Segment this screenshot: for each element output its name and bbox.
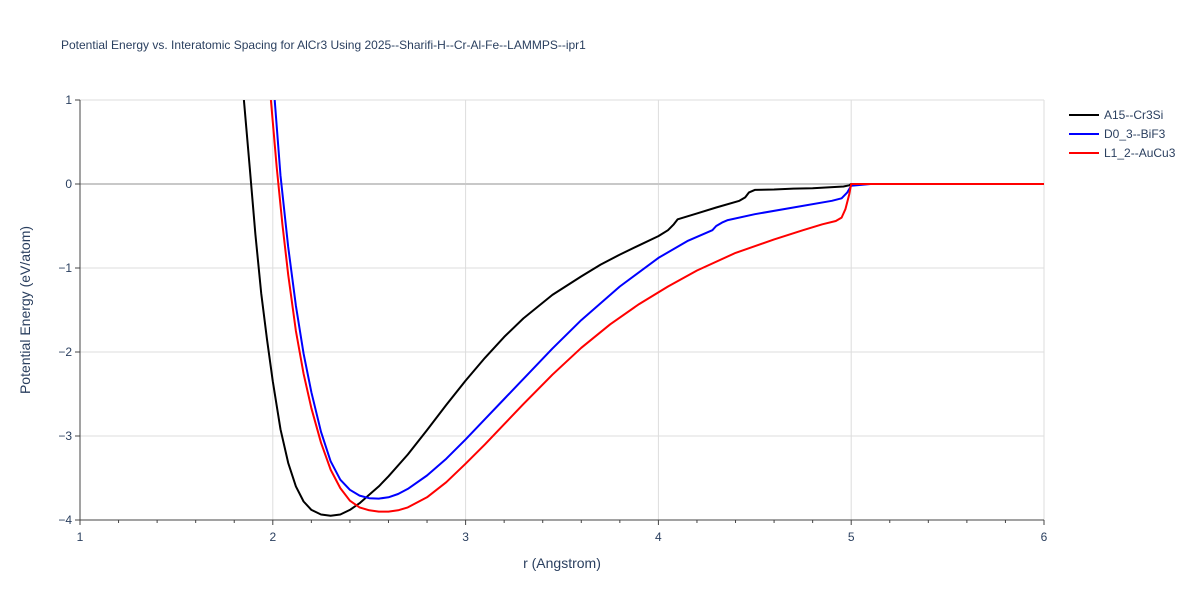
x-tick-label: 4 — [655, 530, 662, 544]
y-tick-label: −4 — [58, 513, 72, 527]
y-ticks: −4 −3 −2 −1 0 1 — [58, 93, 80, 527]
plot-area — [242, 100, 1044, 517]
y-tick-label: −2 — [58, 345, 72, 359]
x-tick-label: 3 — [462, 530, 469, 544]
legend: A15--Cr3Si D0_3--BiF3 L1_2--AuCu3 — [1069, 108, 1176, 160]
x-tick-label: 6 — [1041, 530, 1048, 544]
chart-title: Potential Energy vs. Interatomic Spacing… — [61, 38, 586, 52]
y-tick-label: −3 — [58, 429, 72, 443]
x-axis-title: r (Angstrom) — [523, 555, 601, 571]
axis-lines — [79, 100, 1044, 521]
x-tick-label: 2 — [269, 530, 276, 544]
legend-label-2: L1_2--AuCu3 — [1104, 146, 1176, 160]
x-ticks: 1 2 3 4 5 6 — [77, 520, 1048, 544]
x-tick-label: 1 — [77, 530, 84, 544]
x-tick-label: 5 — [848, 530, 855, 544]
y-axis-title: Potential Energy (eV/atom) — [17, 226, 33, 394]
series-line-1 — [273, 100, 1044, 500]
y-tick-label: −1 — [58, 261, 72, 275]
y-tick-label: 0 — [65, 177, 72, 191]
series-line-0 — [242, 100, 1044, 517]
series-line-2 — [269, 100, 1044, 513]
y-tick-label: 1 — [65, 93, 72, 107]
legend-label-0: A15--Cr3Si — [1104, 108, 1163, 122]
grid-lines — [80, 99, 1045, 520]
legend-label-1: D0_3--BiF3 — [1104, 127, 1166, 141]
